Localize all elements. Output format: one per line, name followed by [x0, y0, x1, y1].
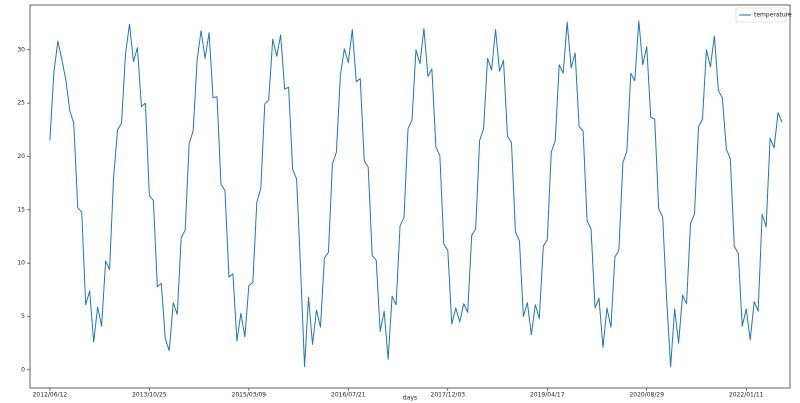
x-tick-label: 2017/12/03 [431, 392, 466, 399]
y-tick-label: 15 [17, 206, 25, 213]
x-tick-label: 2012/06/12 [33, 392, 68, 399]
legend-box [735, 7, 787, 23]
y-tick-label: 5 [21, 313, 25, 320]
x-tick-label: 2020/08/29 [629, 392, 664, 399]
y-tick-label: 10 [17, 260, 25, 267]
plot-frame [29, 4, 791, 389]
x-axis-label: days [403, 395, 417, 402]
x-tick-label: 2013/10/25 [132, 392, 167, 399]
y-tick-label: 0 [21, 366, 25, 373]
x-tick-label: 2019/04/17 [530, 392, 565, 399]
y-tick-label: 20 [17, 153, 25, 160]
x-tick-label: 2022/01/11 [729, 392, 764, 399]
y-tick-label: 25 [17, 100, 25, 107]
legend-label: temperature [754, 12, 792, 19]
y-tick-label: 30 [17, 46, 25, 53]
data-line [49, 20, 783, 368]
x-tick-label: 2015/03/09 [232, 392, 267, 399]
x-tick-label: 2016/07/21 [331, 392, 366, 399]
